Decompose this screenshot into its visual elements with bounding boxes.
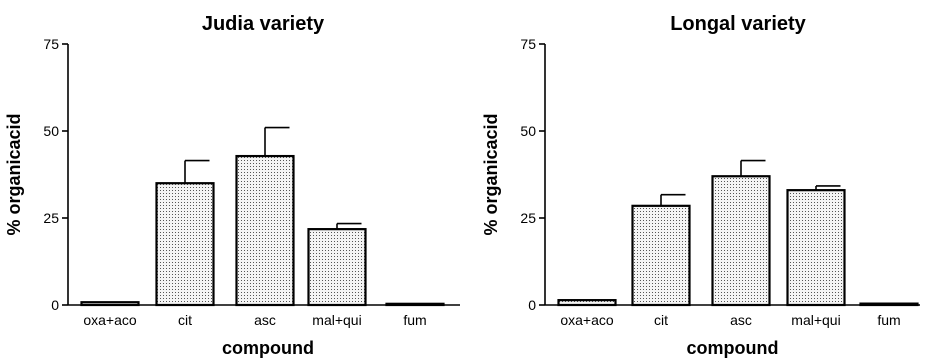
category-label-left-oxa+aco: oxa+aco: [83, 312, 137, 328]
bar-left-fum: [385, 302, 445, 307]
category-label-right-mal+qui: mal+qui: [791, 312, 840, 328]
category-label-right-cit: cit: [654, 312, 668, 328]
x-axis-label-left: compound: [222, 338, 314, 358]
y-tick-label-left-0: 0: [51, 297, 59, 313]
bar-right-mal+qui: [786, 189, 846, 307]
category-label-left-cit: cit: [178, 312, 192, 328]
y-tick-label-left-75: 75: [43, 36, 59, 52]
bar-left-asc: [235, 154, 295, 307]
bar-left-oxa+aco: [80, 301, 140, 307]
bar-right-cit: [631, 204, 691, 307]
y-tick-label-right-75: 75: [520, 36, 536, 52]
bar-left-cit: [155, 182, 215, 307]
y-tick-label-right-50: 50: [520, 123, 536, 139]
category-label-left-fum: fum: [403, 312, 426, 328]
bar-right-asc: [711, 175, 771, 307]
y-tick-label-right-0: 0: [528, 297, 536, 313]
category-label-right-oxa+aco: oxa+aco: [560, 312, 614, 328]
chart-title-right: Longal variety: [670, 13, 806, 35]
category-label-right-asc: asc: [730, 312, 752, 328]
bar-right-oxa+aco: [557, 299, 617, 307]
bar-right-fum: [859, 302, 919, 307]
y-tick-label-left-50: 50: [43, 123, 59, 139]
y-axis-label-right: % organicacid: [481, 113, 501, 235]
y-tick-label-left-25: 25: [43, 210, 59, 226]
y-tick-label-right-25: 25: [520, 210, 536, 226]
category-label-left-mal+qui: mal+qui: [312, 312, 361, 328]
x-axis-label-right: compound: [687, 338, 779, 358]
chart-title-left: Judia variety: [202, 13, 325, 35]
category-label-left-asc: asc: [254, 312, 276, 328]
category-label-right-fum: fum: [877, 312, 900, 328]
bar-left-mal+qui: [307, 228, 367, 307]
y-axis-label-left: % organicacid: [4, 113, 24, 235]
